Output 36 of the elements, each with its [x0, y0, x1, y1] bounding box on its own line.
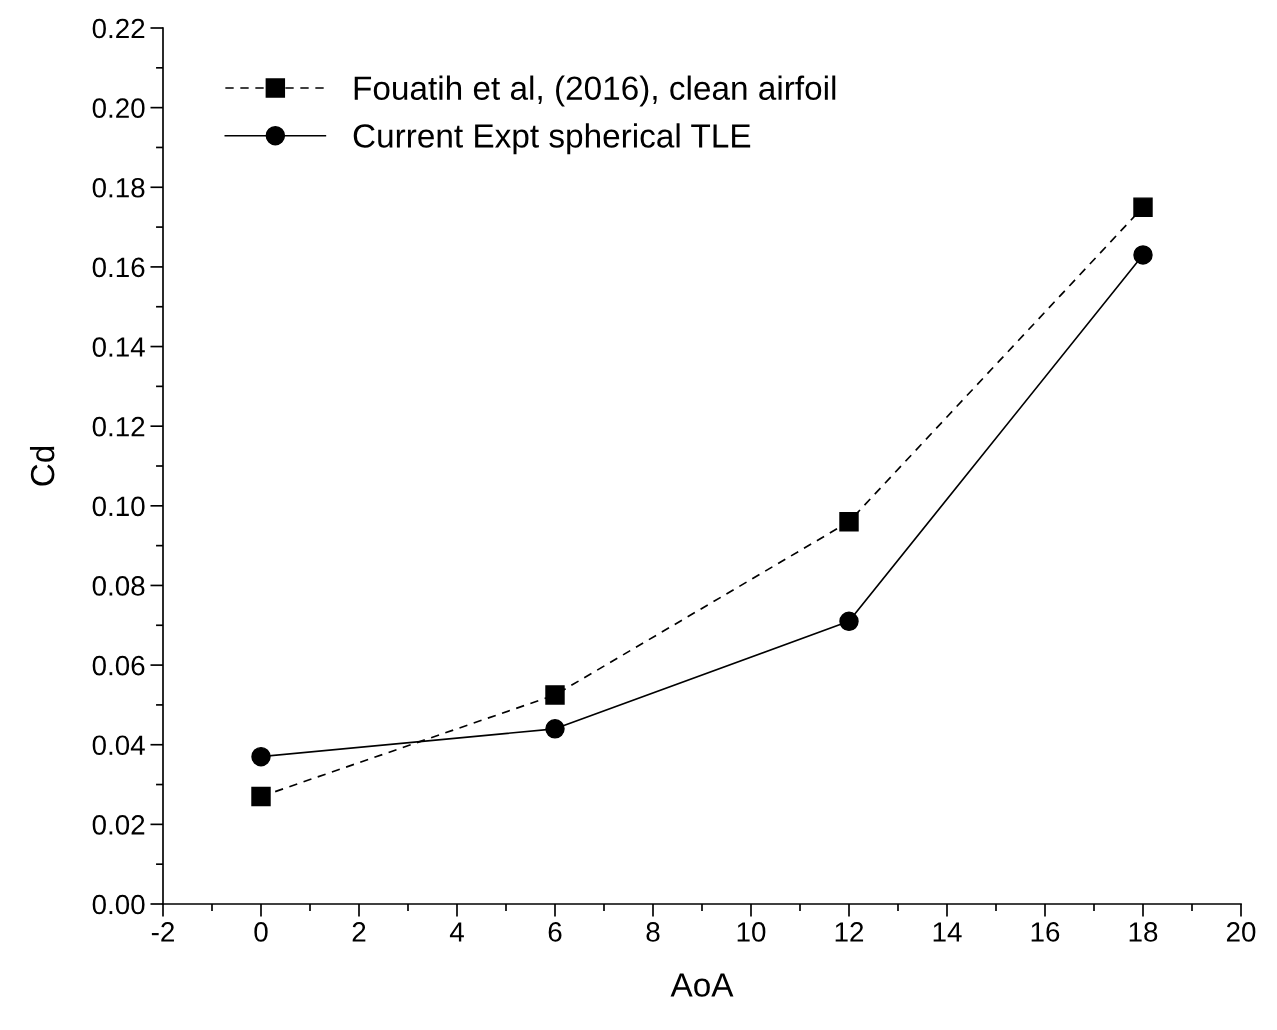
point [545, 719, 565, 739]
x-tick-label: 20 [1226, 922, 1256, 942]
x-tick-label: 14 [933, 922, 962, 942]
legend-label: Current Expt spherical TLE [353, 123, 751, 155]
y-tick-label: 0.14 [92, 337, 145, 357]
y-tick-label: 0.18 [92, 177, 145, 198]
point [839, 611, 859, 632]
legend-label: Fouatih et al, (2016), clean airfoil [354, 75, 836, 107]
point [251, 746, 271, 767]
x-tick-label: 10 [737, 922, 766, 942]
x-tick-label: 4 [449, 922, 464, 942]
point [839, 512, 859, 532]
x-tick-label: 6 [548, 922, 562, 942]
y-tick-label: 0.08 [92, 576, 145, 596]
y-tick-label: 0.22 [92, 18, 145, 39]
x-tick-label: 8 [646, 922, 660, 942]
x-tick-label: 0 [254, 922, 268, 942]
y-tick-label: 0.16 [92, 257, 145, 278]
point [1133, 245, 1153, 265]
x-tick-label: 12 [835, 922, 864, 942]
point [251, 786, 271, 807]
x-axis-title: AoA [670, 973, 734, 997]
point [1133, 197, 1153, 217]
y-axis-title: Cd [29, 446, 55, 486]
y-tick-label: 0.12 [92, 416, 145, 437]
y-tick-label: 0.10 [92, 496, 145, 517]
x-tick-label: -2 [151, 922, 174, 942]
x-tick-label: 18 [1129, 922, 1158, 942]
y-tick-label: 0.06 [92, 655, 145, 676]
y-tick-label: 0.20 [92, 98, 145, 118]
y-tick-label: 0.02 [92, 815, 145, 835]
point [545, 685, 565, 705]
x-tick-label: 2 [352, 922, 366, 942]
x-tick-label: 16 [1031, 922, 1060, 942]
y-tick-label: 0.04 [92, 735, 145, 756]
y-tick-label: 0.00 [92, 894, 145, 915]
